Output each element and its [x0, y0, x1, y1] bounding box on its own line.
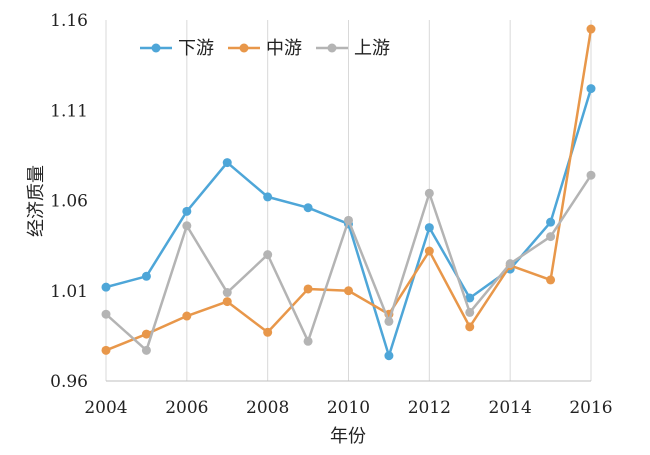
data-point: [344, 215, 353, 225]
data-point: [303, 284, 313, 294]
data-point: [465, 293, 475, 303]
series-layer: [101, 24, 596, 361]
legend-swatch-marker: [239, 43, 249, 53]
y-tick-label: 0.96: [50, 372, 88, 392]
data-point: [505, 259, 515, 269]
x-tick-label: 2010: [327, 398, 370, 418]
legend-label: 上游: [354, 38, 390, 59]
x-tick-label: 2014: [489, 398, 532, 418]
tick-labels: 2004 2006 2008 2010 2012 2014 2016 0.96 1.01 1.06…: [50, 11, 612, 418]
data-point: [303, 203, 313, 213]
data-point: [546, 275, 556, 285]
x-tick-label: 2016: [569, 398, 612, 418]
vertical-grid: [105, 20, 592, 381]
legend-item: 上游: [316, 38, 390, 59]
x-tick-label: 2006: [165, 398, 208, 418]
legend-item: 下游: [140, 38, 214, 59]
data-point: [586, 84, 596, 94]
data-point: [263, 250, 273, 260]
data-point: [141, 271, 151, 281]
data-point: [586, 24, 596, 34]
data-point: [546, 232, 556, 242]
data-point: [141, 329, 151, 339]
data-point: [344, 286, 353, 296]
x-tick-label: 2004: [84, 398, 127, 418]
x-axis-title: 年份: [330, 426, 366, 447]
legend-swatch-marker: [151, 43, 161, 53]
data-point: [424, 223, 434, 233]
data-point: [263, 192, 273, 202]
legend-label: 中游: [266, 38, 302, 59]
legend-swatch-marker: [327, 43, 337, 53]
legend-label: 下游: [178, 38, 214, 59]
data-point: [303, 336, 313, 346]
y-tick-label: 1.06: [50, 192, 88, 212]
legend: 下游 中游 上游: [140, 38, 390, 59]
x-tick-label: 2008: [246, 398, 289, 418]
y-tick-label: 1.01: [50, 282, 88, 302]
data-point: [101, 345, 111, 355]
data-point: [465, 322, 475, 332]
data-point: [424, 188, 434, 198]
data-point: [182, 206, 192, 216]
data-point: [384, 351, 394, 361]
data-point: [465, 307, 475, 317]
legend-item: 中游: [228, 38, 302, 59]
x-tick-label: 2012: [408, 398, 451, 418]
data-point: [586, 170, 596, 180]
y-tick-label: 1.16: [50, 11, 88, 31]
data-point: [182, 311, 192, 321]
data-point: [384, 316, 394, 326]
data-point: [222, 297, 232, 307]
y-tick-label: 1.11: [50, 101, 88, 121]
data-point: [222, 158, 232, 168]
data-point: [263, 327, 273, 337]
data-point: [424, 246, 434, 256]
data-point: [101, 282, 111, 292]
data-point: [101, 309, 111, 319]
data-point: [546, 217, 556, 227]
data-point: [182, 221, 192, 231]
data-point: [222, 288, 232, 298]
y-axis-title: 经济质量: [26, 165, 47, 237]
series-2: [101, 170, 596, 355]
data-point: [141, 345, 151, 355]
